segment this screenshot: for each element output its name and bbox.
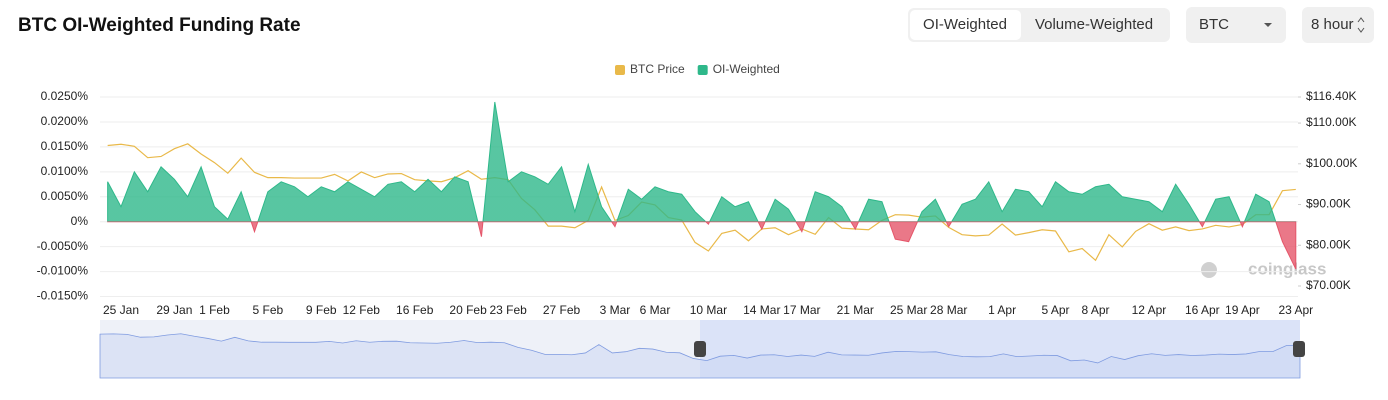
y2-tick-label: $80.00K <box>1306 237 1351 251</box>
price-line <box>107 143 1296 262</box>
coin-select[interactable] <box>1186 7 1286 43</box>
mode-button[interactable]: OI-Weighted <box>923 16 1007 33</box>
page-title: BTC OI-Weighted Funding Rate <box>18 15 301 36</box>
y2-tick-label: $110.00K <box>1306 115 1357 129</box>
y-tick-label: 0.0050% <box>41 189 89 203</box>
mode-active-bg <box>910 10 1021 40</box>
interval-value: 8 hour <box>1311 16 1354 33</box>
y2-tick-label: $100.00K <box>1306 156 1357 170</box>
y2-tick-label: $116.40K <box>1306 89 1357 103</box>
x-tick-label: 25 Jan <box>103 303 139 317</box>
watermark: coinglass <box>1248 259 1326 278</box>
y-tick-label: 0.0100% <box>41 164 89 178</box>
x-tick-label: 6 Mar <box>640 303 671 317</box>
navigator-handle[interactable] <box>694 341 706 357</box>
spinner-icon <box>1357 17 1365 33</box>
x-tick-label: 1 Feb <box>199 303 230 317</box>
funding-area <box>107 101 1297 270</box>
x-tick-label: 16 Feb <box>396 303 434 317</box>
x-tick-label: 29 Jan <box>156 303 192 317</box>
y-tick-label: 0.0250% <box>41 89 89 103</box>
x-tick-label: 23 Feb <box>489 303 527 317</box>
navigator-line <box>99 333 1301 379</box>
x-tick-label: 5 Apr <box>1041 303 1069 317</box>
x-tick-label: 25 Mar <box>890 303 927 317</box>
coin-value: BTC <box>1199 16 1229 33</box>
x-tick-label: 17 Mar <box>783 303 820 317</box>
dropdown-arrow <box>1264 23 1272 27</box>
x-tick-label: 8 Apr <box>1082 303 1110 317</box>
navigator-handle[interactable] <box>1293 341 1305 357</box>
x-tick-label: 20 Feb <box>449 303 487 317</box>
y-tick-label: 0.0150% <box>41 139 89 153</box>
x-tick-label: 12 Apr <box>1132 303 1167 317</box>
legend-label: OI-Weighted <box>713 62 780 76</box>
x-tick-label: 16 Apr <box>1185 303 1220 317</box>
legend-swatch <box>615 65 625 75</box>
x-tick-label: 27 Feb <box>543 303 581 317</box>
legend-swatch <box>697 65 708 75</box>
y-tick-label: -0.0150% <box>37 289 89 303</box>
y-tick-label: -0.0100% <box>37 264 89 278</box>
y-tick-label: 0.0200% <box>41 114 89 128</box>
x-tick-label: 21 Mar <box>837 303 874 317</box>
x-tick-label: 5 Feb <box>253 303 284 317</box>
x-tick-label: 1 Apr <box>988 303 1016 317</box>
mode-button[interactable]: Volume-Weighted <box>1035 16 1153 33</box>
x-tick-label: 19 Apr <box>1225 303 1260 317</box>
watermark-logo <box>1201 262 1217 278</box>
interval-select[interactable] <box>1302 7 1374 43</box>
x-tick-label: 9 Feb <box>306 303 337 317</box>
y2-tick-label: $70.00K <box>1306 278 1351 292</box>
legend-label: BTC Price <box>630 62 685 76</box>
x-tick-label: 3 Mar <box>600 303 631 317</box>
x-tick-label: 10 Mar <box>690 303 727 317</box>
x-tick-label: 28 Mar <box>930 303 967 317</box>
y2-tick-label: $90.00K <box>1306 197 1351 211</box>
x-tick-label: 14 Mar <box>743 303 780 317</box>
y-tick-label: 0% <box>71 214 89 228</box>
x-tick-label: 23 Apr <box>1278 303 1313 317</box>
x-tick-label: 12 Feb <box>343 303 381 317</box>
y-tick-label: -0.0050% <box>37 239 89 253</box>
